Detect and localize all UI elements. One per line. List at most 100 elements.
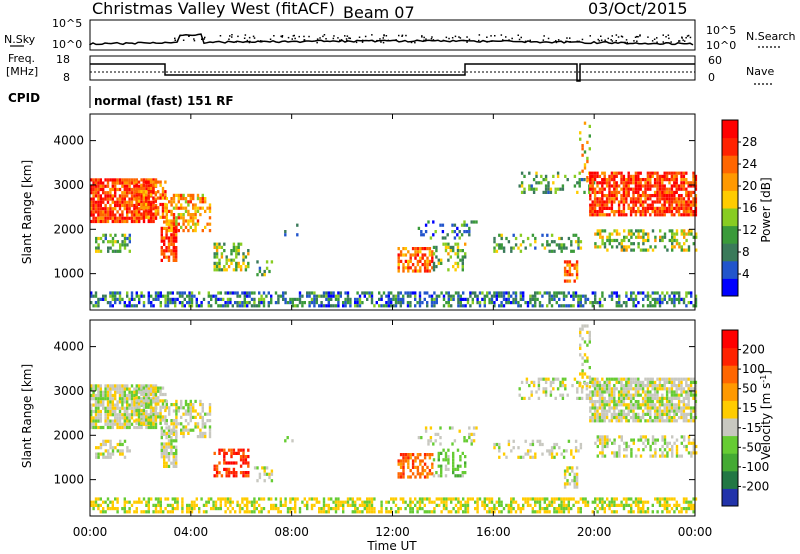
echo-cell <box>591 187 594 191</box>
echo-cell <box>161 386 165 390</box>
echo-cell <box>114 416 117 420</box>
echo-cell <box>118 219 122 224</box>
echo-cell <box>409 503 412 507</box>
echo-cell <box>632 441 635 445</box>
nsearch-dot <box>204 36 206 39</box>
echo-cell <box>573 263 576 267</box>
echo-cell <box>583 382 587 386</box>
echo-cell <box>116 403 119 407</box>
echo-cell <box>568 472 572 476</box>
echo-cell <box>411 291 414 295</box>
echo-cell <box>193 500 196 504</box>
echo-cell <box>121 384 124 388</box>
echo-cell <box>694 412 698 416</box>
echo-cell <box>99 400 102 404</box>
echo-cell <box>558 246 561 250</box>
echo-cell <box>301 301 304 305</box>
echo-cell <box>531 497 534 501</box>
echo-cell <box>294 497 297 501</box>
echo-cell <box>402 475 405 479</box>
echo-cell <box>561 393 565 397</box>
echo-cell <box>140 197 143 201</box>
echo-cell <box>416 510 419 514</box>
echo-cell <box>440 467 443 471</box>
echo-cell <box>692 419 695 423</box>
echo-cell <box>94 291 98 295</box>
echo-cell <box>629 206 633 210</box>
echo-cell <box>260 294 263 298</box>
echo-cell <box>646 184 650 188</box>
echo-cell <box>673 419 676 423</box>
echo-cell <box>447 301 450 305</box>
echo-cell <box>659 454 662 458</box>
echo-cell <box>673 390 676 394</box>
echo-cell <box>668 390 671 394</box>
echo-cell <box>514 510 518 514</box>
echo-cell <box>284 497 287 501</box>
echo-cell <box>322 304 326 308</box>
echo-cell <box>598 390 602 394</box>
echo-cell <box>416 469 420 473</box>
echo-cell <box>656 213 659 217</box>
echo-cell <box>519 291 522 295</box>
echo-cell <box>414 247 417 251</box>
echo-cell <box>447 448 450 452</box>
echo-cell <box>394 497 398 501</box>
echo-cell <box>685 406 688 410</box>
echo-cell <box>637 390 640 394</box>
echo-cell <box>637 393 640 397</box>
echo-cell <box>164 301 167 305</box>
nsearch-dot <box>203 38 205 40</box>
echo-cell <box>610 178 614 182</box>
echo-cell <box>114 446 117 450</box>
echo-cell <box>471 297 474 301</box>
echo-cell <box>689 406 693 410</box>
echo-cell <box>567 291 570 295</box>
echo-cell <box>659 238 662 243</box>
echo-cell <box>193 294 196 298</box>
echo-cell <box>568 266 572 270</box>
echo-cell <box>106 406 110 410</box>
echo-cell <box>632 419 635 423</box>
echo-cell <box>436 432 440 436</box>
echo-cell <box>161 206 165 210</box>
echo-cell <box>184 399 188 403</box>
echo-cell <box>167 439 171 443</box>
echo-cell <box>680 178 683 182</box>
echo-cell <box>456 245 460 249</box>
echo-cell <box>583 372 587 376</box>
echo-cell <box>627 403 630 407</box>
echo-cell <box>562 243 566 247</box>
echo-cell <box>206 206 209 210</box>
echo-cell <box>366 503 369 507</box>
echo-cell <box>373 497 376 501</box>
echo-cell <box>116 425 119 430</box>
echo-cell <box>260 301 263 305</box>
echo-cell <box>658 213 662 217</box>
echo-cell <box>471 301 474 305</box>
echo-cell <box>663 245 667 249</box>
echo-cell <box>392 497 395 501</box>
nave-label: Nave <box>746 65 774 78</box>
echo-cell <box>195 301 198 305</box>
echo-cell <box>630 229 633 233</box>
echo-cell <box>677 187 681 191</box>
echo-cell <box>457 507 460 511</box>
echo-cell <box>459 507 462 511</box>
echo-cell <box>666 444 669 449</box>
echo-cell <box>675 448 679 452</box>
echo-cell <box>498 497 501 501</box>
echo-cell <box>104 233 107 237</box>
echo-cell <box>102 439 105 443</box>
echo-cell <box>469 294 472 298</box>
nsearch-dot <box>308 35 310 38</box>
echo-cell <box>118 207 122 211</box>
echo-cell <box>201 193 204 197</box>
echo-cell <box>140 200 143 204</box>
echo-cell <box>632 181 635 185</box>
echo-cell <box>593 171 597 175</box>
echo-cell <box>594 245 597 249</box>
echo-cell <box>157 503 160 507</box>
echo-cell <box>541 452 544 456</box>
